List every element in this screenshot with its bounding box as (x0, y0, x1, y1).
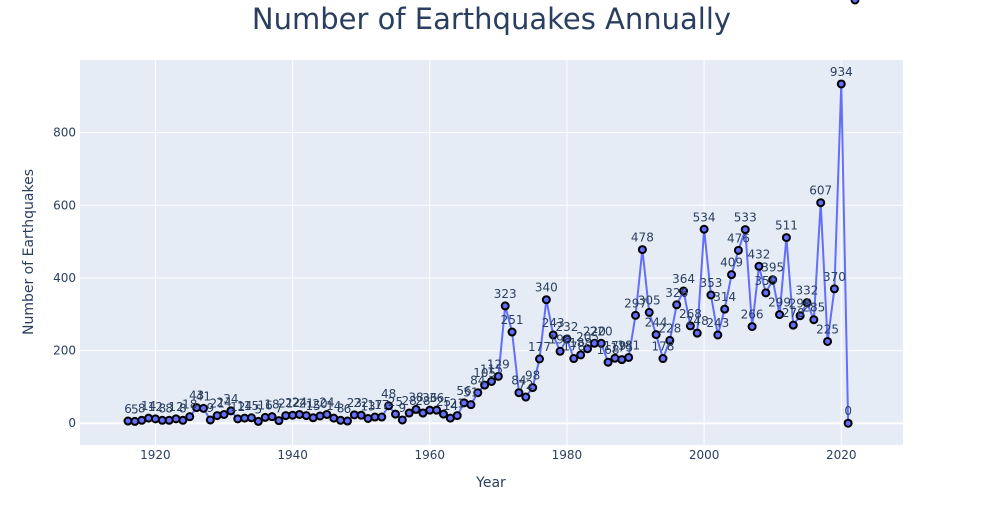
y-tick-label: 0 (68, 416, 76, 430)
data-label: 285 (802, 301, 825, 315)
data-label: 934 (830, 65, 853, 79)
data-label: 232 (555, 320, 578, 334)
y-tick-label: 800 (53, 126, 76, 140)
data-label: 243 (706, 316, 729, 330)
data-point (605, 359, 612, 366)
data-point (721, 306, 728, 313)
x-tick-label: 2000 (689, 448, 720, 462)
data-point (639, 246, 646, 253)
data-label: 225 (816, 322, 839, 336)
data-label: 51 (463, 386, 478, 400)
data-point (131, 418, 138, 425)
data-label: 220 (590, 324, 613, 338)
data-point (186, 413, 193, 420)
data-label: 359 (754, 274, 777, 288)
data-point (659, 355, 666, 362)
data-label: 395 (761, 261, 784, 275)
data-point (214, 412, 221, 419)
data-point (845, 420, 852, 427)
data-point (701, 226, 708, 233)
x-tick-label: 1980 (552, 448, 583, 462)
x-tick-label: 1920 (140, 448, 171, 462)
y-tick-labels: 0 200 400 600 800 (53, 126, 76, 431)
data-point (570, 355, 577, 362)
x-tick-label: 2020 (826, 448, 857, 462)
data-point (406, 410, 413, 417)
data-label: 511 (775, 219, 798, 233)
data-label: 323 (494, 287, 517, 301)
data-point (831, 285, 838, 292)
data-point (317, 412, 324, 419)
data-point (851, 0, 858, 4)
data-point (399, 416, 406, 423)
data-label: 332 (796, 284, 819, 298)
data-point (536, 355, 543, 362)
data-point (207, 416, 214, 423)
data-point (749, 323, 756, 330)
data-point (783, 234, 790, 241)
data-point (625, 354, 632, 361)
x-tick-label: 1940 (277, 448, 308, 462)
data-label: 251 (501, 313, 524, 327)
data-point (522, 394, 529, 401)
data-point (824, 338, 831, 345)
data-point (714, 331, 721, 338)
y-tick-label: 600 (53, 198, 76, 212)
x-axis-title: Year (475, 475, 506, 491)
data-label: 314 (713, 290, 736, 304)
data-label: 534 (693, 210, 716, 224)
data-point (454, 412, 461, 419)
data-label: 181 (617, 338, 640, 352)
data-point (790, 322, 797, 329)
data-label: 533 (734, 211, 757, 225)
data-label: 326 (665, 286, 688, 300)
data-label: 248 (686, 314, 709, 328)
data-label: 409 (720, 256, 743, 270)
data-label: 476 (727, 231, 750, 245)
data-point (296, 411, 303, 418)
data-label: 340 (535, 281, 558, 295)
data-point (173, 415, 180, 422)
data-label: 266 (741, 308, 764, 322)
data-point (275, 417, 282, 424)
data-label: 228 (658, 321, 681, 335)
data-label: 607 (809, 184, 832, 198)
data-label: 129 (487, 357, 510, 371)
data-point (694, 330, 701, 337)
data-label: 432 (748, 247, 771, 261)
data-point (632, 312, 639, 319)
data-label: 178 (652, 340, 675, 354)
data-point (543, 296, 550, 303)
data-point (728, 271, 735, 278)
data-label: 370 (823, 270, 846, 284)
plot-background (80, 60, 903, 445)
data-point (378, 414, 385, 421)
data-label: 478 (631, 231, 654, 245)
data-label: 305 (638, 293, 661, 307)
data-point (509, 329, 516, 336)
data-point (166, 417, 173, 424)
data-point (735, 247, 742, 254)
y-axis-title: Number of Earthquakes (21, 169, 37, 335)
data-point (502, 302, 509, 309)
data-label: 353 (700, 276, 723, 290)
data-point (255, 418, 262, 425)
data-label: 98 (525, 369, 540, 383)
data-point (179, 417, 186, 424)
data-point (467, 401, 474, 408)
data-label: 364 (672, 272, 695, 286)
data-point (152, 415, 159, 422)
data-point (344, 418, 351, 425)
data-point (817, 199, 824, 206)
data-label: 177 (528, 340, 551, 354)
data-label: 0 (844, 404, 852, 418)
data-point (838, 80, 845, 87)
x-tick-label: 1960 (415, 448, 446, 462)
y-tick-label: 400 (53, 271, 76, 285)
x-tick-labels: 1920 1940 1960 1980 2000 2020 (140, 448, 856, 462)
data-point (221, 411, 228, 418)
data-point (365, 415, 372, 422)
y-tick-label: 200 (53, 344, 76, 358)
